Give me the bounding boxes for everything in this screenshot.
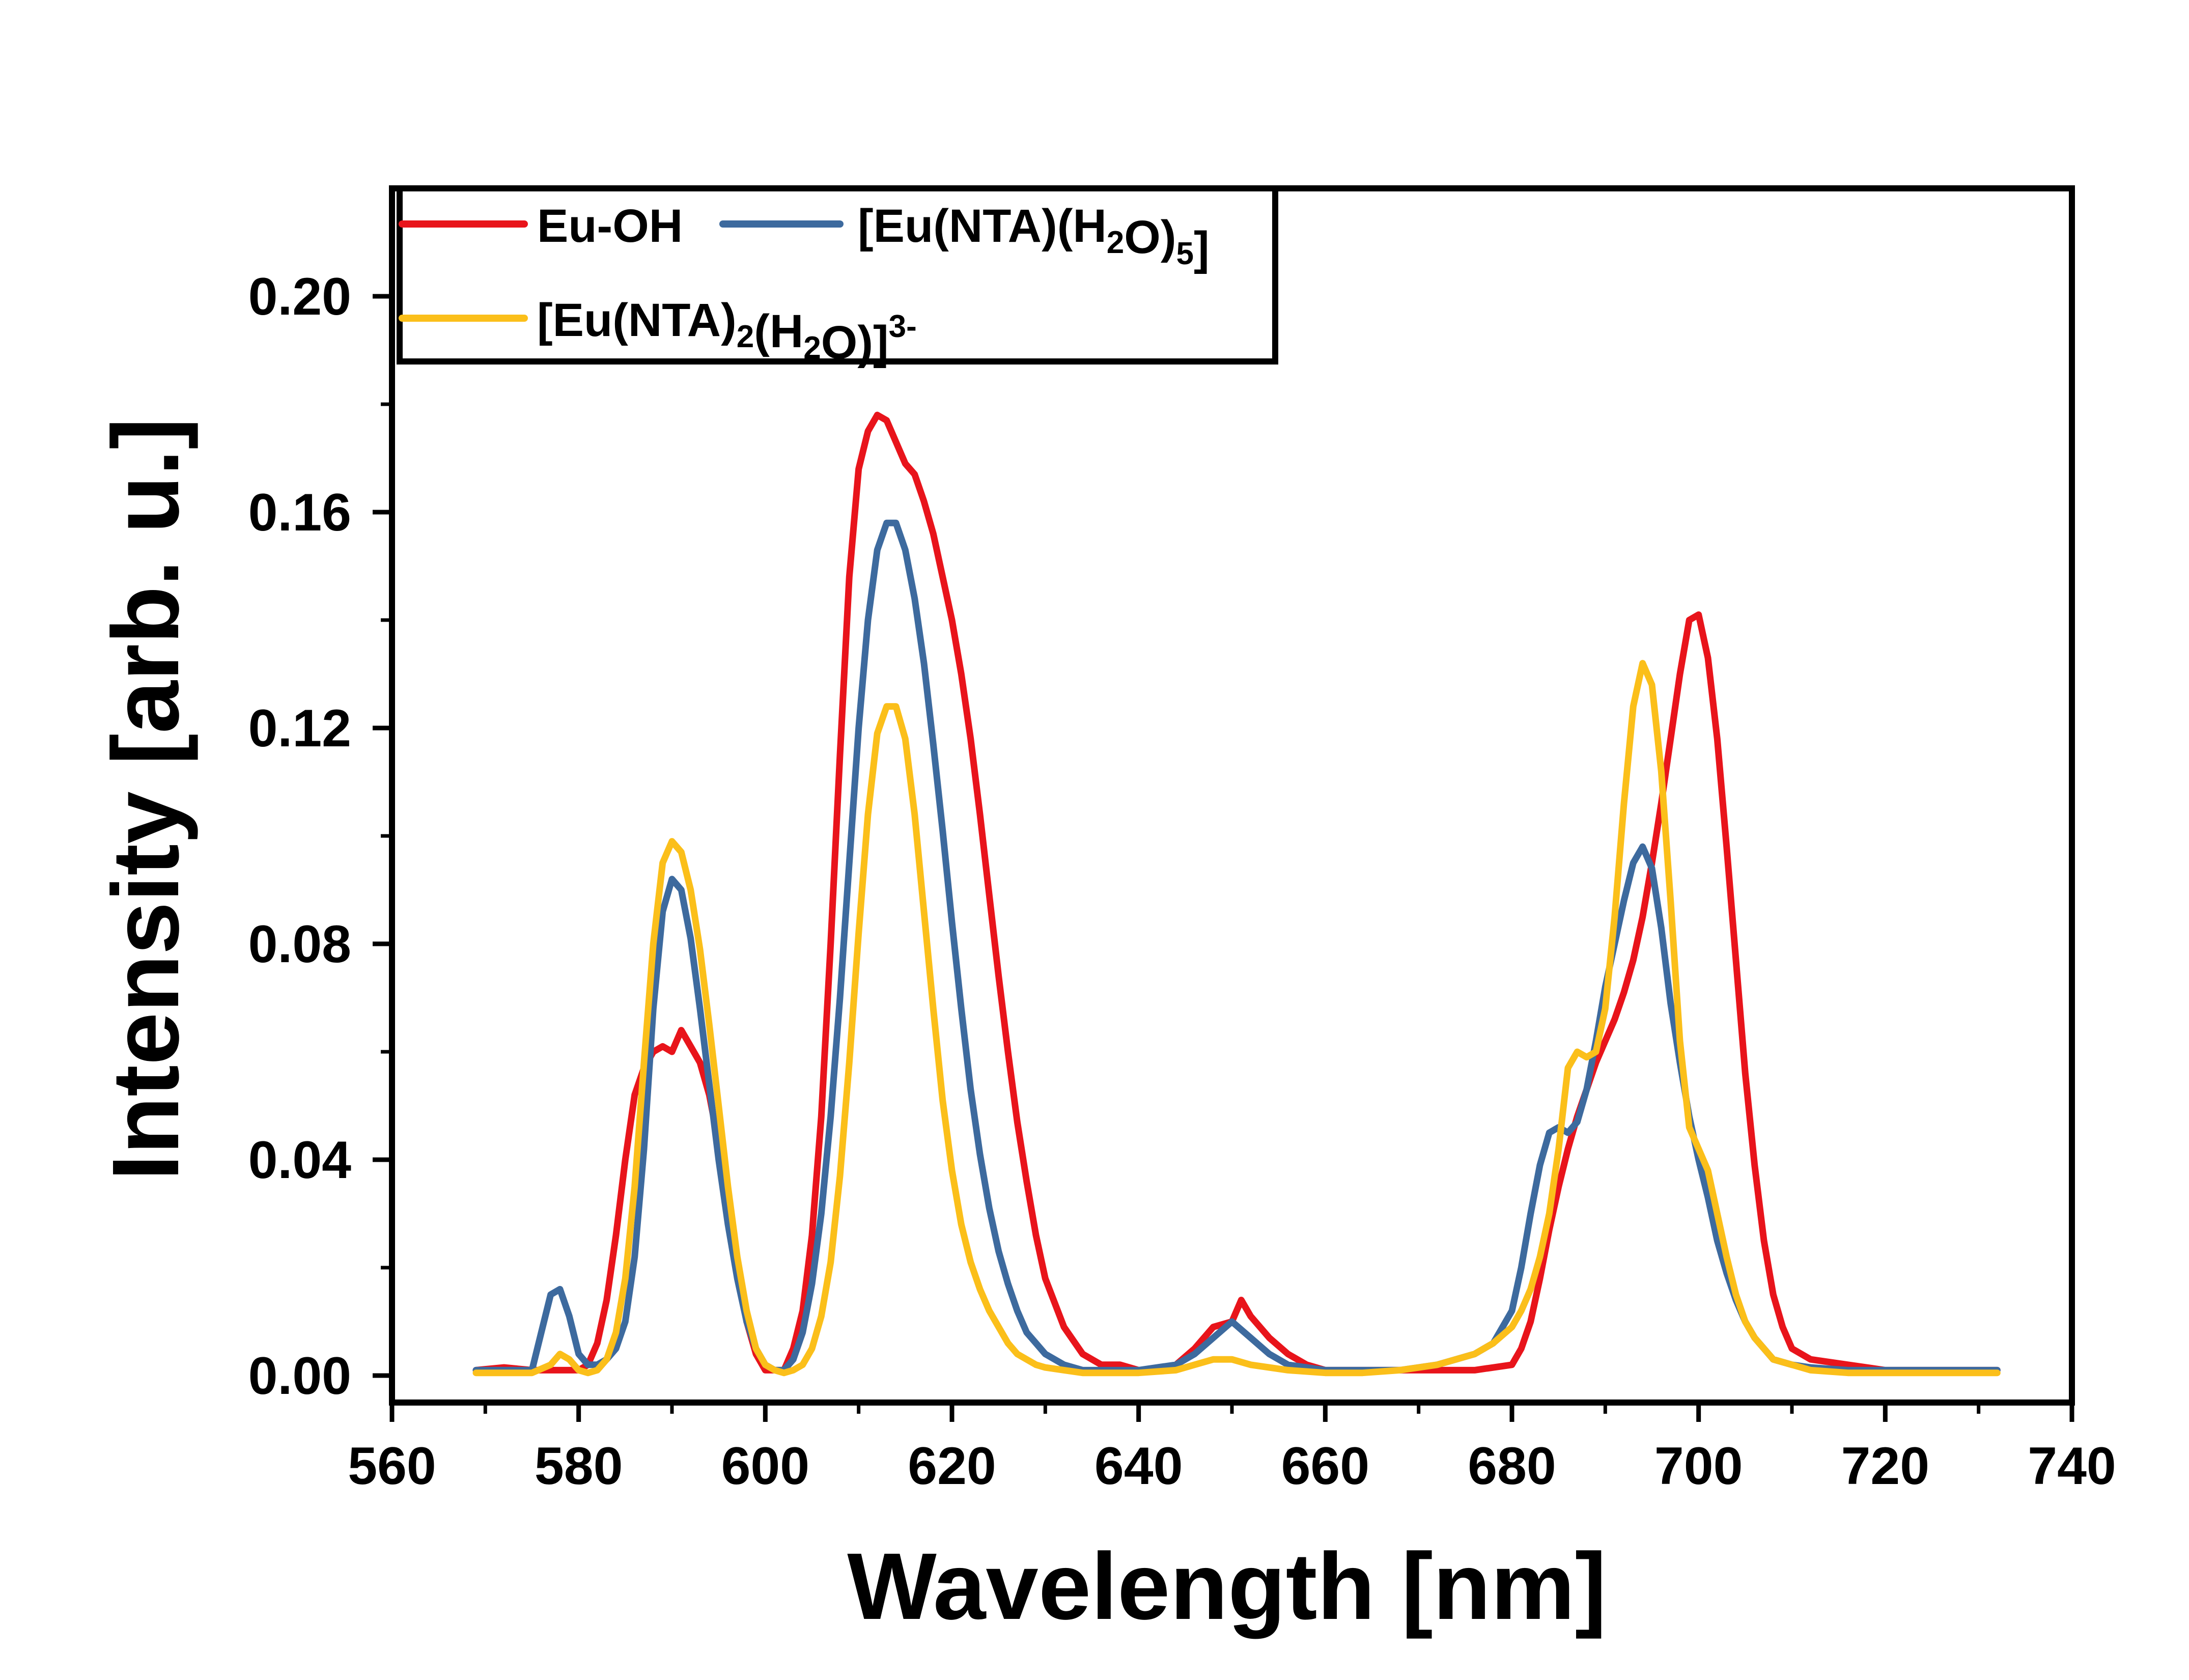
x-tick-label-1: 580 <box>535 1437 623 1496</box>
y-tick-label-2: 0.08 <box>248 915 351 974</box>
y-axis-title: Intensity [arb. u.] <box>93 418 199 1181</box>
y-tick-label-3: 0.12 <box>248 699 351 758</box>
y-tick-label-1: 0.04 <box>248 1131 352 1190</box>
x-tick-label-9: 740 <box>2028 1437 2116 1496</box>
y-tick-label-5: 0.20 <box>248 267 351 326</box>
series-layer <box>472 411 2001 1377</box>
legend-label-2: [Eu(NTA)2(H2O)]3- <box>537 294 917 369</box>
axes-layer: 560 580 600 620 640 660 680 700 720 740 0.00 0.04 0.… <box>248 185 2116 1496</box>
x-tick-label-4: 640 <box>1094 1437 1183 1496</box>
x-axis-title: Wavelength [nm] <box>847 1534 1606 1639</box>
legend-box <box>397 185 1278 365</box>
x-tick-label-0: 560 <box>348 1437 436 1496</box>
series-line-1 <box>472 519 2001 1374</box>
y-tick-label-4: 0.16 <box>248 483 351 542</box>
legend-label-1: [Eu(NTA)(H2O)5] <box>858 200 1210 274</box>
series-line-2 <box>472 660 2001 1377</box>
x-tick-label-7: 700 <box>1654 1437 1743 1496</box>
legend: Eu-OH [Eu(NTA)(H2O)5] [Eu(NTA)2(H2O)]3- <box>397 185 1278 369</box>
x-tick-label-8: 720 <box>1841 1437 1930 1496</box>
x-tick-label-6: 680 <box>1468 1437 1556 1496</box>
x-tick-label-5: 660 <box>1281 1437 1370 1496</box>
x-tick-label-2: 600 <box>721 1437 810 1496</box>
series-line-0 <box>472 411 2001 1374</box>
legend-label-0: Eu-OH <box>537 200 683 252</box>
x-tick-label-3: 620 <box>908 1437 996 1496</box>
plot-frame <box>389 185 2075 1406</box>
y-tick-label-0: 0.00 <box>248 1347 351 1406</box>
